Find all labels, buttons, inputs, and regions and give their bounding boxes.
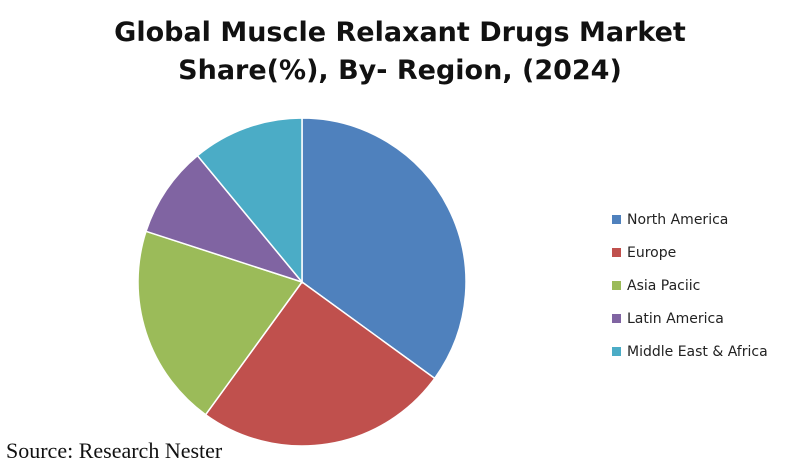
legend-item-north-america: North America: [612, 203, 768, 236]
pie-slice-north-america: [301, 117, 467, 380]
legend-label-asia-paciic: Asia Paciic: [627, 277, 701, 294]
legend-label-middle-east-africa: Middle East & Africa: [627, 343, 768, 360]
legend-swatch-europe: [612, 248, 621, 257]
pie-slice-asia-paciic: [137, 230, 304, 416]
legend: North America Europe Asia Paciic Latin Amer…: [612, 203, 768, 368]
pie-slice-middle-east-africa: [196, 117, 303, 285]
legend-label-europe: Europe: [627, 244, 677, 261]
legend-swatch-north-america: [612, 215, 621, 224]
legend-item-europe: Europe: [612, 236, 768, 269]
legend-label-north-america: North America: [627, 211, 729, 228]
chart-title-line-2: Share(%), By- Region, (2024): [178, 55, 622, 86]
legend-item-middle-east-africa: Middle East & Africa: [612, 335, 768, 368]
pie-slice-latin-america: [145, 154, 305, 284]
chart-title: Global Muscle Relaxant Drugs Market Shar…: [0, 14, 800, 90]
legend-swatch-middle-east-africa: [612, 347, 621, 356]
legend-item-asia-paciic: Asia Paciic: [612, 269, 768, 302]
legend-label-latin-america: Latin America: [627, 310, 724, 327]
legend-swatch-latin-america: [612, 314, 621, 323]
legend-item-latin-america: Latin America: [612, 302, 768, 335]
legend-swatch-asia-paciic: [612, 281, 621, 290]
chart-title-line-1: Global Muscle Relaxant Drugs Market: [114, 17, 686, 48]
source-note: Source: Research Nester: [6, 438, 223, 463]
pie-slice-europe: [204, 280, 436, 447]
